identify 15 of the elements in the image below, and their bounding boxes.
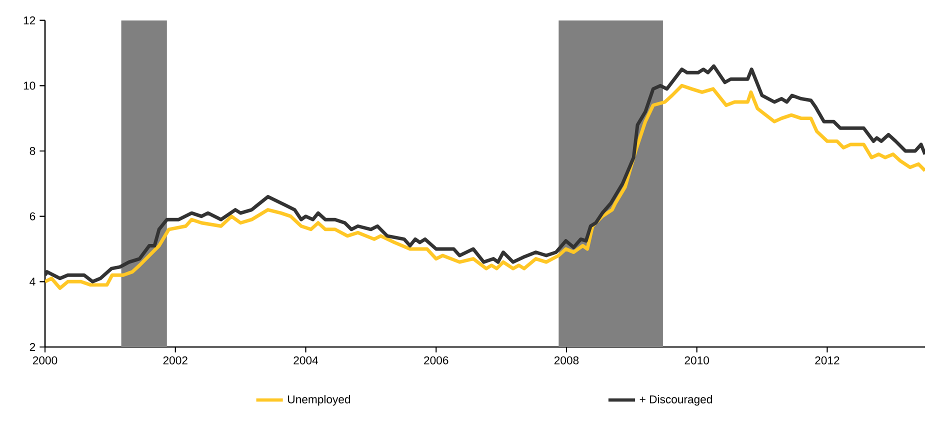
- x-tick-label: 2002: [163, 356, 188, 364]
- x-tick-label: 2008: [554, 356, 579, 364]
- y-tick-label: 8: [30, 146, 36, 155]
- x-tick-label: 2004: [294, 356, 318, 364]
- y-tick-label: 2: [30, 343, 36, 351]
- legend-label: Unemployed: [288, 395, 350, 406]
- y-tick-label: 10: [24, 82, 36, 90]
- x-tick-label: 2012: [815, 356, 840, 364]
- x-tick-label: 2010: [684, 356, 709, 364]
- legend-label: + Discouraged: [640, 395, 712, 406]
- y-tick-label: 4: [30, 278, 36, 286]
- x-tick-label: 2006: [424, 356, 448, 364]
- y-tick-label: 12: [24, 16, 36, 24]
- x-tick-label: 2000: [32, 356, 58, 364]
- y-tick-label: 6: [30, 212, 36, 220]
